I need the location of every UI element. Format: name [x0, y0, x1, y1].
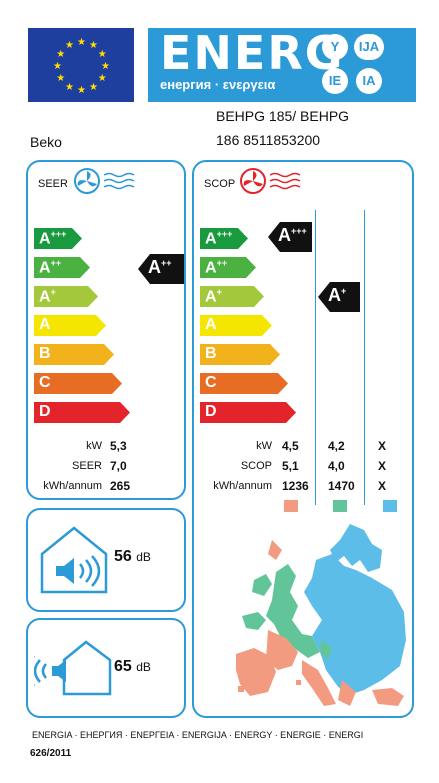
eu-star-icon: ★	[89, 82, 98, 93]
seer-class-label: D	[39, 403, 51, 420]
seer-row-label: SEER	[72, 460, 102, 472]
zone-swatch-cold	[383, 500, 397, 512]
outdoor-noise-value: 65 dB	[114, 658, 151, 675]
seer-class-label: B	[39, 345, 51, 362]
seer-class-bar: A	[34, 315, 106, 336]
eu-star-icon: ★	[89, 40, 98, 51]
scop-rating-warm: A+++	[268, 222, 312, 252]
scop-row-value: 1470	[328, 479, 355, 493]
seer-class-label: C	[39, 374, 51, 391]
scop-class-bar: A+++	[200, 228, 248, 249]
heating-fan-icon	[240, 168, 301, 194]
zone-swatch-average	[333, 500, 347, 512]
scop-panel	[192, 160, 414, 718]
scop-class-bar: A+	[200, 286, 264, 307]
seer-row-value: 7,0	[110, 459, 127, 473]
eu-star-icon: ★	[77, 37, 86, 48]
eu-star-icon: ★	[98, 49, 107, 60]
seer-class-bar: A++	[34, 257, 90, 278]
scop-rating-average: A+	[318, 282, 360, 312]
seer-class-bar: A+++	[34, 228, 82, 249]
scop-class-label: C	[205, 374, 217, 391]
scop-label: SCOP	[204, 178, 236, 190]
scop-class-bar: B	[200, 344, 280, 365]
eu-star-icon: ★	[65, 40, 74, 51]
scop-row-value: X	[378, 459, 387, 473]
zone-divider-1	[315, 210, 316, 505]
scop-row-value: 1236	[282, 479, 309, 493]
model-line-1: BEHPG 185/ BEHPG	[216, 108, 350, 124]
scop-row-value: 4,0	[328, 459, 345, 473]
indoor-noise-value: 56 dB	[114, 548, 151, 565]
seer-class-label: A+	[39, 287, 56, 306]
seer-row-value: 5,3	[110, 439, 127, 453]
outdoor-noise-panel	[26, 618, 186, 718]
seer-class-label: A	[39, 316, 51, 333]
seer-rating-arrow: A++	[138, 254, 184, 284]
eu-stars-icon: ★★★★★★★★★ ★ ★★	[53, 37, 110, 96]
scop-class-label: A++	[205, 258, 228, 277]
eu-star-icon: ★	[53, 61, 62, 72]
energy-title: ENERG	[160, 26, 345, 80]
seer-label: SEER	[38, 178, 68, 190]
scop-class-label: A+++	[205, 229, 233, 248]
scop-class-bar: A	[200, 315, 272, 336]
eu-star-icon: ★	[77, 85, 86, 96]
scop-row-value: 5,1	[282, 459, 299, 473]
seer-rating-text: A++	[148, 257, 172, 277]
seer-class-bar: B	[34, 344, 114, 365]
scop-row-value: 4,5	[282, 439, 299, 453]
scop-row-label: kWh/annum	[213, 480, 272, 492]
scop-class-label: B	[205, 345, 217, 362]
scop-row-value: 4,2	[328, 439, 345, 453]
scop-class-bar: A++	[200, 257, 256, 278]
supplier-name: Beko	[30, 134, 62, 150]
seer-panel	[26, 160, 186, 500]
model-line-2: 186 8511853200	[216, 132, 321, 148]
seer-class-bar: D	[34, 402, 130, 423]
scop-rating-average-text: A+	[328, 285, 347, 305]
eu-flag: ★ ★ ★ ★ ★ ★ ★ ★ ★ ★ ★ ★	[28, 28, 134, 102]
lang-badge-ija: IJA	[354, 34, 384, 60]
seer-class-bar: C	[34, 373, 122, 394]
scop-class-label: D	[205, 403, 217, 420]
cooling-fan-icon	[74, 168, 135, 194]
scop-row-label: kW	[256, 440, 272, 452]
scop-class-label: A+	[205, 287, 222, 306]
europe-climate-map	[236, 524, 406, 706]
scop-class-bar: C	[200, 373, 288, 394]
scop-class-bar: D	[200, 402, 296, 423]
seer-class-label: A+++	[39, 229, 67, 248]
zone-swatch-warm	[284, 500, 298, 512]
energy-subtitle: енергия · ενεργεια	[160, 77, 276, 92]
eu-star-icon: ★	[65, 82, 74, 93]
scop-class-label: A	[205, 316, 217, 333]
indoor-speaker-icon	[40, 526, 108, 594]
seer-row-label: kW	[86, 440, 102, 452]
scop-row-value: X	[378, 439, 387, 453]
scop-row-label: SCOP	[240, 460, 272, 472]
eu-star-icon: ★	[56, 73, 65, 84]
eu-star-icon: ★	[101, 61, 110, 72]
indoor-noise-panel	[26, 508, 186, 612]
regulation-number: 626/2011	[30, 748, 72, 759]
scop-rating-warm-text: A+++	[278, 225, 307, 245]
outdoor-speaker-icon	[34, 640, 112, 696]
seer-row-label: kWh/annum	[43, 480, 102, 492]
seer-row-value: 265	[110, 479, 131, 493]
zone-divider-2	[364, 210, 365, 505]
eu-star-icon: ★	[98, 73, 107, 84]
footer-languages: ENERGIA · ЕНЕРГИЯ · ΕΝΕΡΓΕΙΑ · ENERGIJA …	[32, 730, 364, 740]
seer-class-bar: A+	[34, 286, 98, 307]
seer-class-label: A++	[39, 258, 62, 277]
lang-badge-y: Y	[322, 34, 348, 60]
eu-star-icon: ★	[56, 49, 65, 60]
lang-badge-ie: IE	[322, 68, 348, 94]
scop-row-value: X	[378, 479, 387, 493]
lang-badge-ia: IA	[356, 68, 382, 94]
